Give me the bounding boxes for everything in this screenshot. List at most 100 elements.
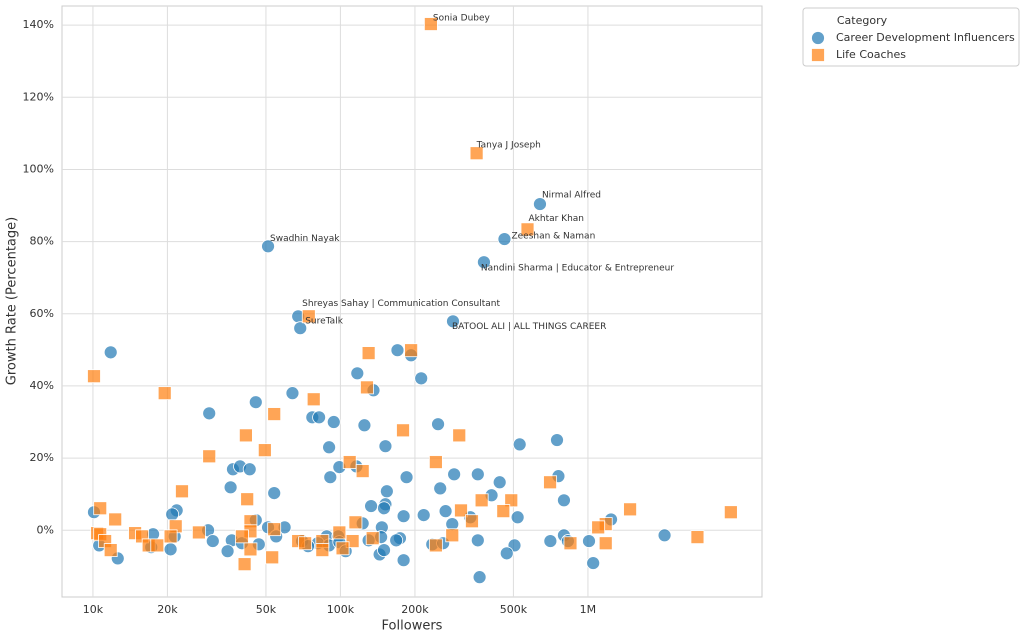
point: [520, 222, 535, 237]
x-tick-label: 10k: [83, 603, 104, 616]
point: [470, 533, 485, 548]
point: [243, 542, 258, 557]
point: [257, 443, 272, 458]
point: [323, 470, 338, 485]
point: [499, 546, 514, 561]
point: [306, 392, 321, 407]
point: [175, 484, 189, 499]
point: [93, 501, 108, 516]
point: [301, 309, 316, 324]
point: [497, 232, 512, 246]
point: [657, 528, 672, 543]
point: [533, 197, 547, 211]
point: [360, 380, 374, 395]
y-tick-label: 120%: [23, 90, 54, 103]
point: [163, 529, 178, 544]
point: [298, 536, 313, 551]
y-tick-label: 80%: [30, 235, 54, 248]
point: [163, 542, 178, 557]
annotation: Zeeshan & Naman: [511, 232, 595, 242]
annotation: Swadhin Nayak: [270, 234, 340, 244]
annotation: Sonia Dubey: [433, 14, 491, 24]
point: [428, 455, 443, 469]
y-tick-label: 40%: [30, 379, 54, 392]
y-axis-title: Growth Rate (Percentage): [5, 217, 20, 385]
y-tick-label: 0%: [37, 523, 54, 536]
point: [414, 371, 429, 386]
point: [396, 423, 410, 438]
point: [285, 386, 300, 401]
point: [438, 504, 453, 519]
point: [431, 417, 445, 432]
point: [238, 428, 253, 443]
point: [364, 499, 378, 513]
legend-label: Career Development Influencers: [836, 31, 1015, 44]
point: [315, 543, 330, 557]
annotation: Nirmal Alfred: [542, 191, 601, 201]
point: [267, 522, 282, 537]
annotation: Akhtar Khan: [529, 214, 585, 224]
x-tick-label: 20k: [157, 603, 178, 616]
point: [377, 543, 391, 557]
y-tick-label: 60%: [30, 307, 54, 320]
point: [342, 455, 357, 469]
point: [623, 502, 637, 517]
legend-box: [802, 7, 1020, 67]
point: [265, 550, 280, 565]
point: [202, 449, 217, 464]
point: [267, 407, 282, 421]
point: [335, 541, 350, 556]
x-axis-title: Followers: [382, 619, 443, 634]
point: [550, 433, 564, 447]
point: [350, 366, 365, 381]
point: [235, 529, 249, 544]
point: [465, 514, 479, 529]
point: [377, 501, 391, 516]
point: [237, 557, 252, 572]
point: [390, 343, 405, 358]
point: [240, 492, 255, 507]
point: [416, 508, 431, 522]
legend-label: Life Coaches: [836, 48, 906, 61]
point: [582, 534, 596, 548]
point: [379, 484, 394, 499]
point: [563, 536, 578, 551]
point: [598, 536, 613, 551]
point: [404, 343, 419, 358]
point: [332, 525, 347, 540]
point: [477, 255, 491, 270]
point: [355, 464, 370, 478]
point: [220, 544, 235, 559]
point: [512, 437, 527, 452]
point: [690, 530, 705, 545]
point: [389, 533, 404, 548]
point: [348, 515, 363, 530]
plot-area: [61, 5, 763, 598]
point: [365, 531, 380, 546]
legend-marker: [811, 48, 825, 62]
x-tick-label: 50k: [256, 603, 277, 616]
y-tick-label: 140%: [23, 18, 54, 31]
annotation: Nandini Sharma | Educator & Entrepreneur: [481, 264, 674, 274]
point: [446, 314, 460, 329]
point: [591, 520, 606, 535]
x-tick-label: 100k: [327, 603, 355, 616]
point: [361, 346, 376, 360]
point: [165, 507, 180, 522]
point: [223, 480, 238, 495]
annotation: Shreyas Sahay | Communication Consultant: [302, 299, 500, 309]
point: [452, 428, 467, 443]
point: [469, 146, 484, 161]
annotation: BATOOL ALI | ALL THINGS CAREER: [452, 322, 606, 332]
point: [202, 406, 217, 421]
point: [396, 509, 411, 524]
point: [396, 553, 411, 568]
annotation: SureTalk: [305, 317, 343, 327]
y-tick-label: 20%: [30, 451, 54, 464]
point: [157, 386, 172, 401]
point: [261, 239, 275, 254]
point: [474, 493, 489, 508]
point: [433, 481, 448, 496]
point: [103, 345, 118, 360]
